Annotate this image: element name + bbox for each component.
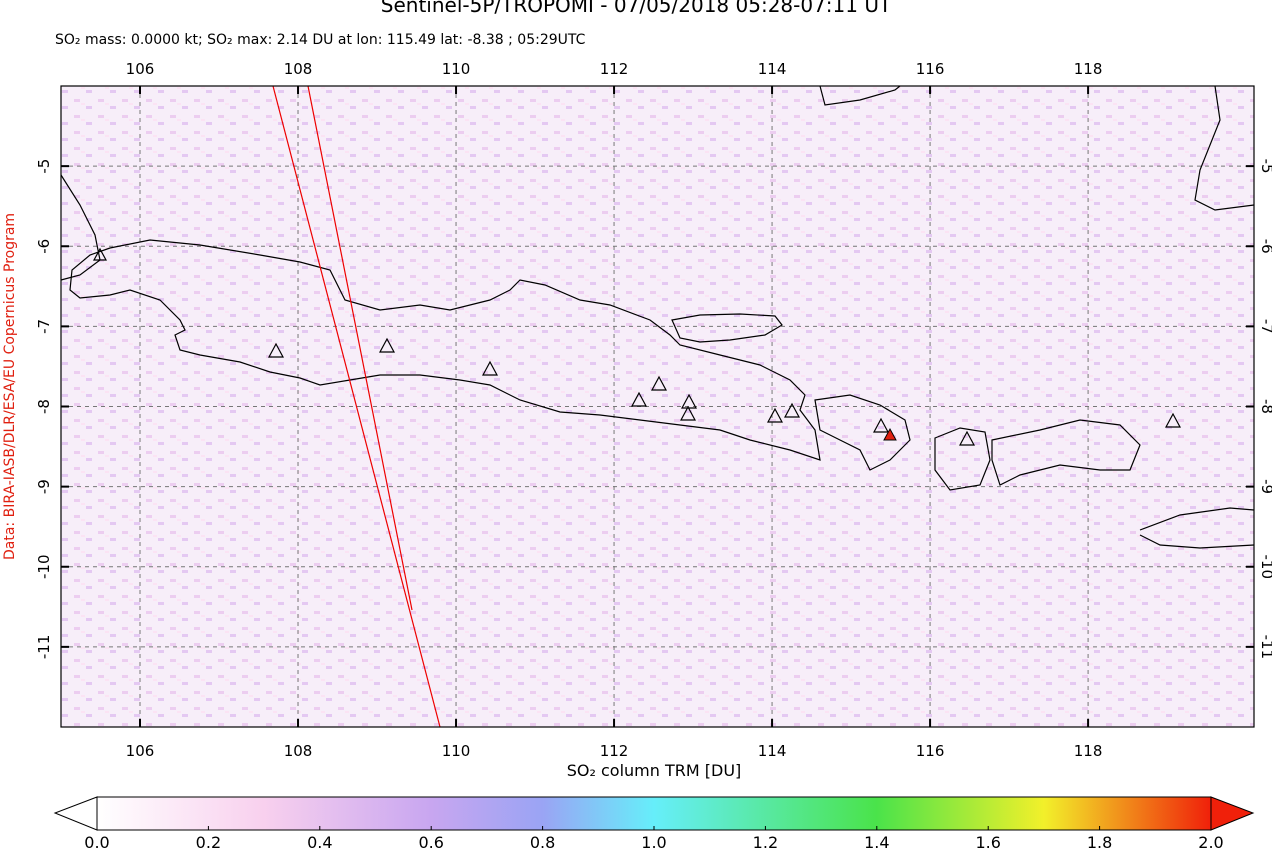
- y-tick-label: -10: [1258, 555, 1272, 580]
- colorbar-label: SO₂ column TRM [DU]: [567, 761, 742, 780]
- y-tick-label: -6: [35, 239, 53, 254]
- y-tick-label: -11: [1258, 635, 1272, 660]
- y-tick-label: -8: [1258, 399, 1272, 414]
- y-tick-label: -9: [35, 479, 53, 494]
- x-tick-label: 108: [284, 742, 313, 760]
- colorbar: [96, 796, 1212, 831]
- colorbar-ticks: 0.0 0.2 0.4 0.6 0.8 1.0 1.2 1.4 1.6 1.8 2.0: [84, 826, 1224, 852]
- colorbar-tick-label: 0.4: [307, 833, 332, 852]
- y-tick-label: -5: [35, 159, 53, 174]
- swath-edges: [272, 85, 441, 728]
- colorbar-tick-label: 1.2: [753, 833, 778, 852]
- title: Sentinel-5P/TROPOMI - 07/05/2018 05:28-0…: [381, 0, 892, 17]
- y-tick-label: -10: [35, 555, 53, 580]
- credit: Data: BIRA-IASB/DLR/ESA/EU Copernicus Pr…: [2, 213, 18, 560]
- colorbar-tick-label: 2.0: [1198, 833, 1223, 852]
- x-tick-label: 116: [916, 742, 945, 760]
- colorbar-tick-label: 0.6: [418, 833, 443, 852]
- y-tick-label: -6: [1258, 239, 1272, 254]
- y-tick-label: -5: [1258, 159, 1272, 174]
- axes: 106 106 108 108 110 110 112 112 114 114 116 116 118 1…: [35, 60, 1272, 760]
- y-tick-label: -11: [35, 635, 53, 660]
- colorbar-high-arrow: [1210, 796, 1255, 831]
- x-tick-label: 114: [758, 742, 787, 760]
- x-tick-label: 110: [442, 60, 471, 78]
- colorbar-tick-label: 1.8: [1087, 833, 1112, 852]
- x-tick-label: 114: [758, 60, 787, 78]
- colorbar-tick-label: 0.2: [196, 833, 221, 852]
- colorbar-tick-label: 0.0: [84, 833, 109, 852]
- subtitle: SO₂ mass: 0.0000 kt; SO₂ max: 2.14 DU at…: [55, 32, 586, 48]
- x-tick-label: 106: [126, 60, 155, 78]
- colorbar-tick-label: 1.6: [975, 833, 1000, 852]
- y-tick-label: -8: [35, 399, 53, 414]
- x-tick-label: 118: [1074, 60, 1103, 78]
- colorbar-tick-label: 0.8: [530, 833, 555, 852]
- volcanoes: [92, 247, 1182, 446]
- x-tick-label: 110: [442, 742, 471, 760]
- x-tick-label: 118: [1074, 742, 1103, 760]
- x-tick-label: 112: [600, 60, 629, 78]
- y-tick-label: -7: [1258, 319, 1272, 334]
- colorbar-tick-label: 1.4: [864, 833, 889, 852]
- y-tick-label: -7: [35, 319, 53, 334]
- x-tick-label: 112: [600, 742, 629, 760]
- grid: [61, 86, 1254, 727]
- x-tick-label: 106: [126, 742, 155, 760]
- colorbar-low-arrow: [53, 796, 98, 831]
- x-tick-label: 108: [284, 60, 313, 78]
- colorbar-tick-label: 1.0: [641, 833, 666, 852]
- x-tick-label: 116: [916, 60, 945, 78]
- coastlines: [60, 85, 1255, 549]
- y-tick-label: -9: [1258, 479, 1272, 494]
